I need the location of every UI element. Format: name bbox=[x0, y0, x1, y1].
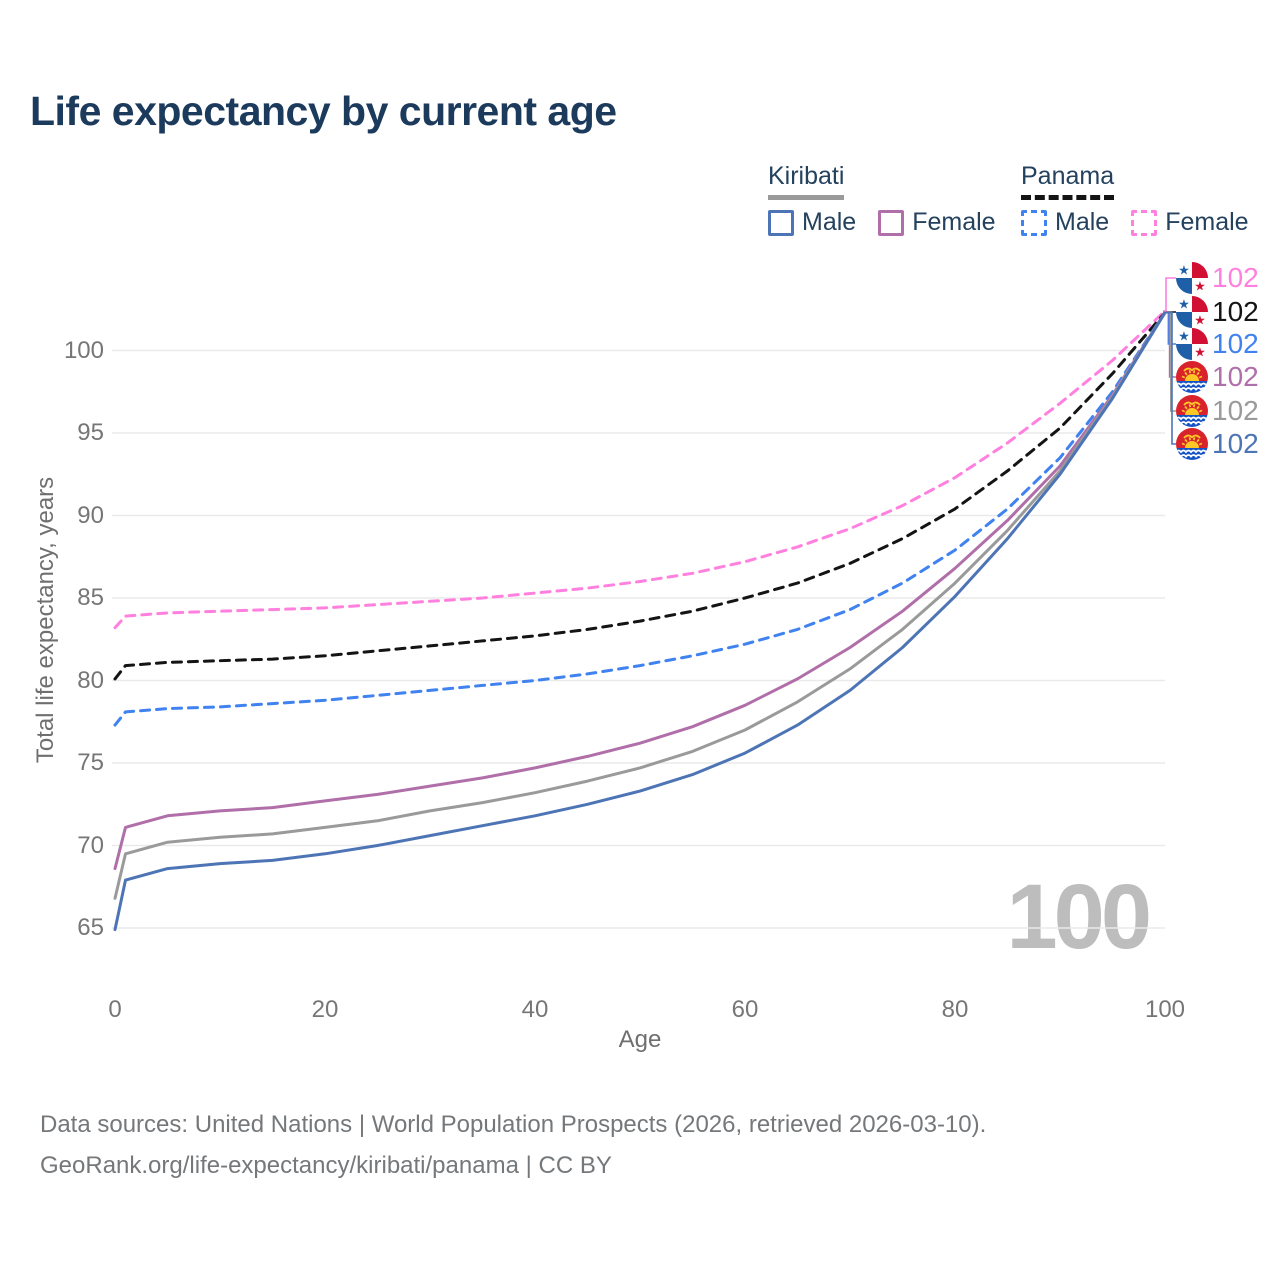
end-label-value: 102 bbox=[1212, 262, 1259, 293]
panama-flag-icon: ★★ bbox=[1176, 262, 1208, 295]
panama-flag-icon: ★★ bbox=[1176, 296, 1208, 329]
svg-text:★: ★ bbox=[1178, 298, 1190, 313]
legend-group-kiribati: Kiribati Male Female bbox=[768, 162, 996, 237]
kiribati-flag-icon bbox=[1176, 395, 1208, 427]
legend-swatch-panama-male-icon[interactable] bbox=[1021, 209, 1047, 236]
legend-item-panama-male[interactable]: Male bbox=[1021, 208, 1109, 237]
end-label-leader-line bbox=[1163, 277, 1176, 312]
x-tick-label: 20 bbox=[311, 996, 339, 1023]
legend-group-panama: Panama Male Female bbox=[1021, 162, 1249, 237]
x-tick-label: 100 bbox=[1144, 996, 1186, 1023]
footer-sources-line: Data sources: United Nations | World Pop… bbox=[40, 1111, 987, 1138]
series-line-panama-female[interactable] bbox=[113, 309, 1167, 630]
footer: Data sources: United Nations | World Pop… bbox=[40, 1104, 986, 1186]
svg-text:★: ★ bbox=[1194, 346, 1206, 361]
legend-country-panama: Panama bbox=[1021, 162, 1115, 200]
series-line-kiribati-female[interactable] bbox=[113, 311, 1167, 871]
legend-swatch-panama-female-icon[interactable] bbox=[1131, 209, 1158, 236]
legend-country-kiribati: Kiribati bbox=[768, 162, 845, 200]
x-axis-title: Age bbox=[618, 1026, 662, 1053]
end-label-value: 102 bbox=[1212, 428, 1259, 459]
age-watermark: 100 bbox=[1006, 866, 1153, 968]
y-tick-label: 70 bbox=[77, 831, 104, 859]
y-tick-label: 75 bbox=[77, 749, 104, 776]
x-tick-label: 80 bbox=[941, 996, 969, 1023]
series-line-kiribati-both-sexes[interactable] bbox=[113, 311, 1167, 900]
kiribati-flag-icon bbox=[1176, 361, 1208, 393]
y-tick-label: 85 bbox=[77, 584, 104, 611]
legend-item-label[interactable]: Male bbox=[1055, 208, 1110, 236]
y-tick-label: 80 bbox=[77, 666, 104, 694]
y-tick-label: 100 bbox=[63, 336, 104, 364]
legend-item-label[interactable]: Male bbox=[802, 208, 857, 236]
y-tick-label: 65 bbox=[77, 914, 104, 941]
series-line-panama-both-sexes[interactable] bbox=[113, 311, 1167, 681]
legend-swatch-kiribati-male-icon[interactable] bbox=[768, 209, 794, 236]
end-label-value: 102 bbox=[1212, 395, 1259, 426]
end-label-value: 102 bbox=[1212, 296, 1259, 327]
kiribati-flag-icon bbox=[1176, 428, 1208, 460]
x-tick-label: 60 bbox=[731, 996, 759, 1023]
end-label-leader-line bbox=[1163, 311, 1176, 445]
y-tick-label: 95 bbox=[77, 419, 104, 446]
legend-item-kiribati-female[interactable]: Female bbox=[878, 208, 996, 237]
legend-swatch-kiribati-female-icon[interactable] bbox=[878, 209, 905, 236]
svg-text:★: ★ bbox=[1194, 280, 1206, 295]
page-title: Life expectancy by current age bbox=[30, 88, 617, 134]
series-line-panama-male[interactable] bbox=[113, 311, 1167, 727]
x-tick-label: 0 bbox=[108, 996, 122, 1023]
legend-item-panama-female[interactable]: Female bbox=[1131, 208, 1249, 237]
footer-url-line: GeoRank.org/life-expectancy/kiribati/pan… bbox=[40, 1152, 612, 1179]
y-axis-title: Total life expectancy, years bbox=[32, 476, 59, 764]
x-tick-label: 40 bbox=[521, 996, 549, 1023]
panama-flag-icon: ★★ bbox=[1176, 328, 1208, 361]
legend-item-label[interactable]: Female bbox=[1165, 208, 1249, 236]
series-line-kiribati-male[interactable] bbox=[113, 311, 1167, 932]
legend-item-kiribati-male[interactable]: Male bbox=[768, 208, 856, 237]
svg-text:★: ★ bbox=[1178, 264, 1190, 279]
svg-text:★: ★ bbox=[1194, 314, 1206, 329]
y-tick-label: 90 bbox=[77, 501, 104, 529]
end-label-value: 102 bbox=[1212, 361, 1259, 392]
end-label-value: 102 bbox=[1212, 328, 1259, 359]
legend-item-label[interactable]: Female bbox=[912, 208, 996, 236]
svg-text:★: ★ bbox=[1178, 330, 1190, 345]
